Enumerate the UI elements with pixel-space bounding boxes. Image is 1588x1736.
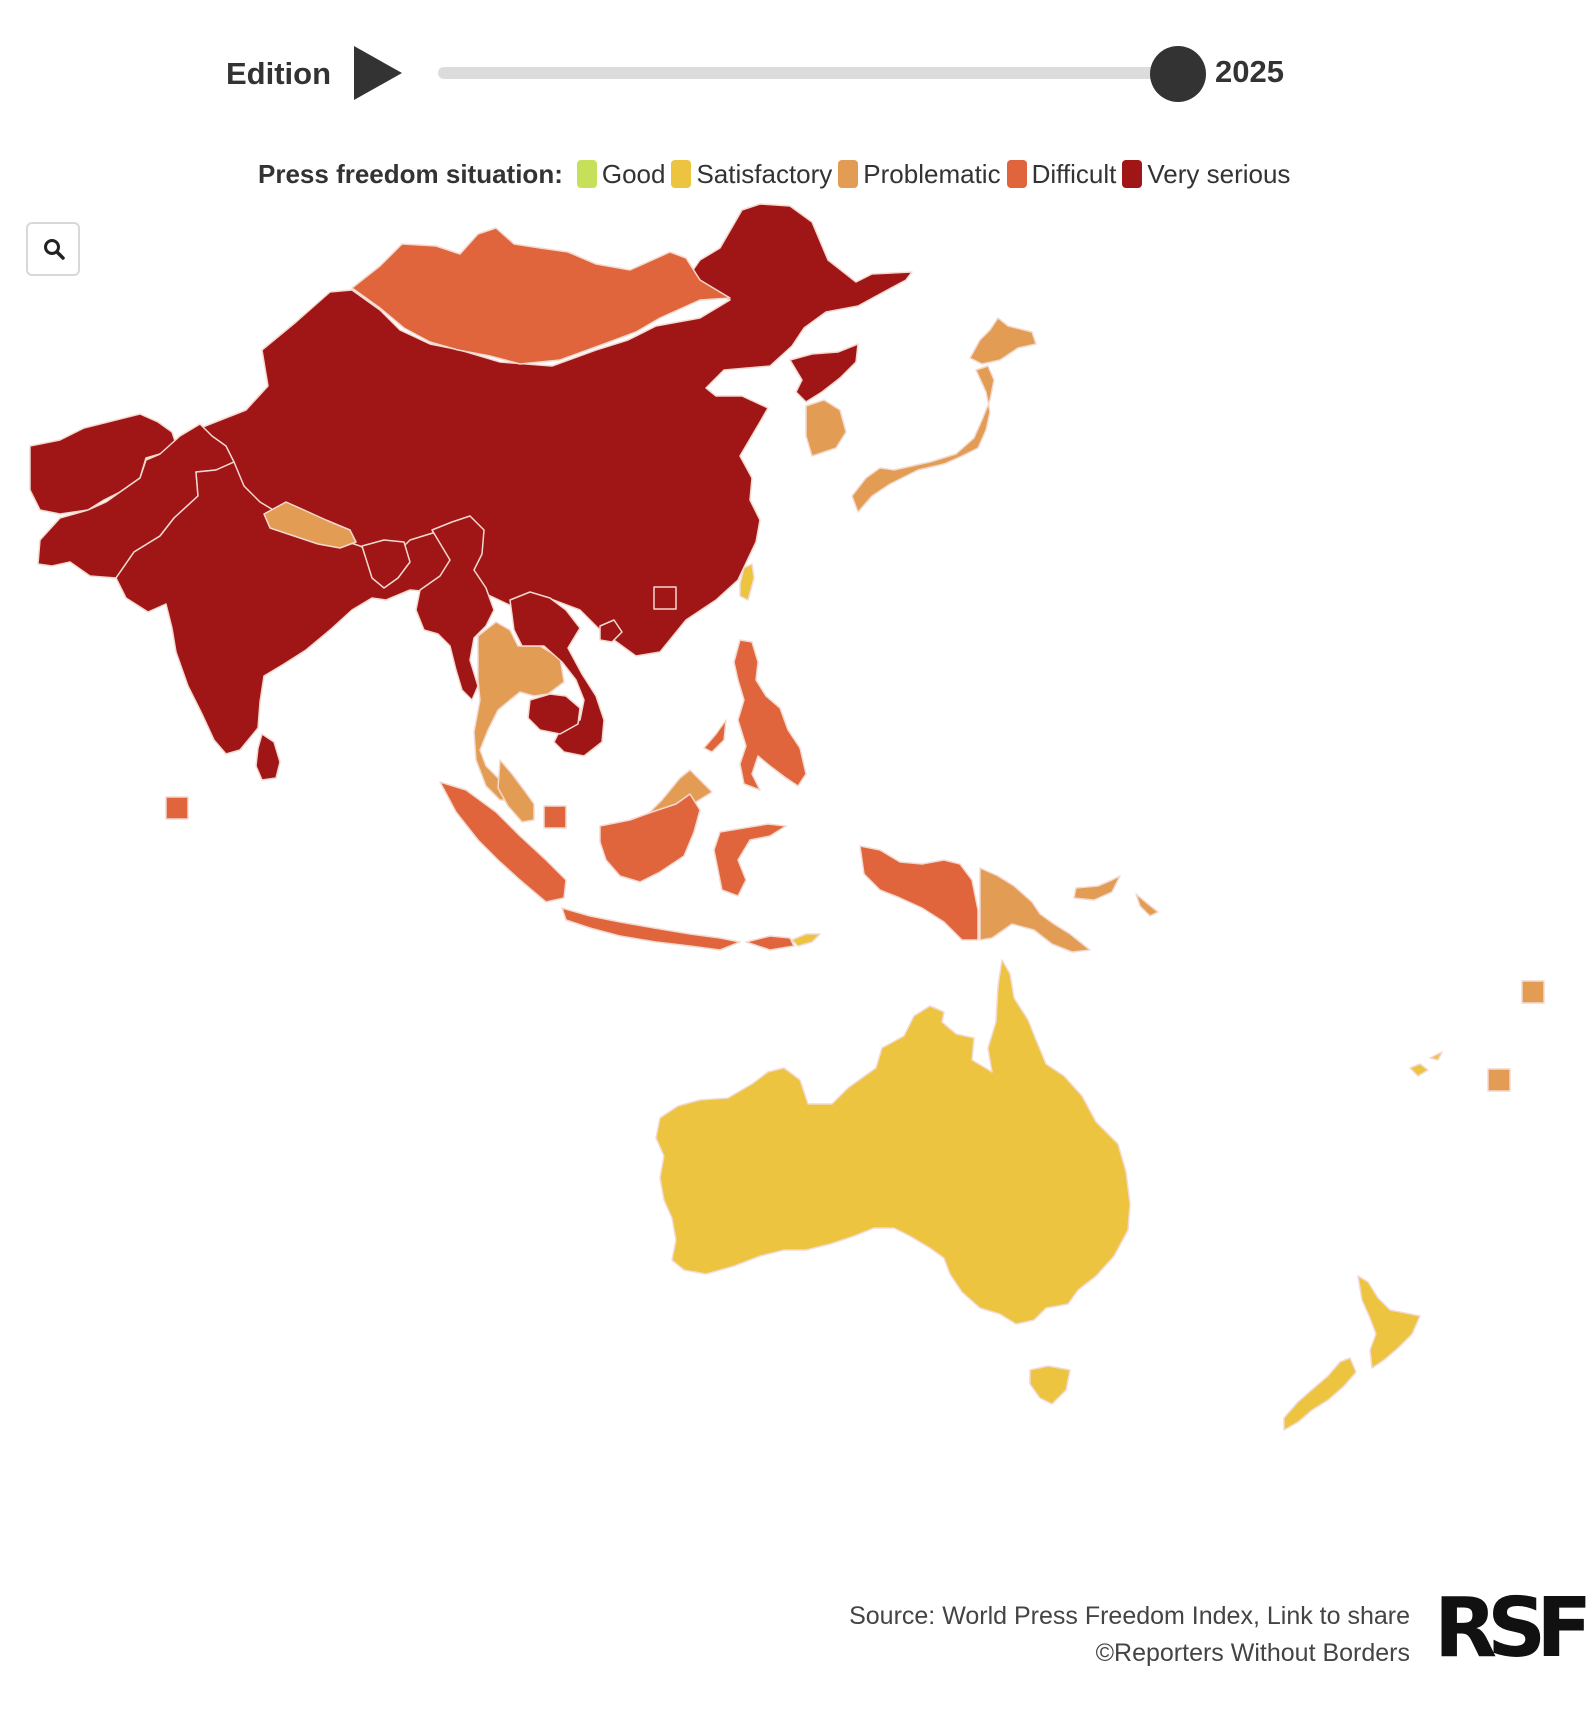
legend-swatch bbox=[576, 160, 597, 188]
legend-item-very-serious[interactable]: Very serious bbox=[1122, 159, 1290, 190]
legend-label: Satisfactory bbox=[696, 158, 833, 189]
country-indonesia[interactable] bbox=[439, 781, 979, 951]
legend-item-good[interactable]: Good bbox=[576, 158, 666, 190]
country-north-korea[interactable] bbox=[789, 343, 859, 403]
country-cambodia[interactable] bbox=[527, 693, 581, 735]
play-icon[interactable] bbox=[352, 44, 404, 102]
copyright-line: ©Reporters Without Borders bbox=[1095, 1639, 1410, 1667]
country-fiji[interactable] bbox=[1409, 1051, 1443, 1077]
legend-item-problematic[interactable]: Problematic bbox=[838, 158, 1001, 190]
country-timor-leste[interactable] bbox=[791, 933, 821, 947]
country-afghanistan[interactable] bbox=[29, 413, 177, 515]
island-hainan[interactable] bbox=[599, 619, 623, 643]
country-south-korea[interactable] bbox=[805, 399, 847, 457]
legend: Press freedom situation: Good Satisfacto… bbox=[258, 154, 1296, 194]
country-bangladesh[interactable] bbox=[361, 539, 411, 589]
legend-title: Press freedom situation: bbox=[258, 158, 563, 189]
edition-bar: Edition 2025 bbox=[0, 0, 1588, 140]
country-singapore[interactable] bbox=[543, 805, 567, 829]
country-vietnam[interactable] bbox=[509, 591, 605, 757]
edition-slider-track[interactable] bbox=[438, 67, 1178, 79]
legend-label: Difficult bbox=[1031, 158, 1117, 189]
edition-year: 2025 bbox=[1215, 54, 1284, 89]
legend-swatch bbox=[671, 160, 692, 188]
country-sri-lanka[interactable] bbox=[255, 733, 281, 781]
country-philippines[interactable] bbox=[703, 639, 807, 791]
legend-label: Good bbox=[601, 158, 666, 189]
edition-label: Edition bbox=[226, 56, 332, 91]
rsf-logo-text: RSF bbox=[1434, 1581, 1588, 1676]
country-taiwan[interactable] bbox=[739, 563, 755, 601]
legend-swatch bbox=[1006, 160, 1027, 188]
legend-swatch bbox=[838, 160, 859, 188]
edition-slider-thumb[interactable] bbox=[1150, 46, 1206, 102]
country-japan[interactable] bbox=[851, 317, 1037, 513]
country-new-zealand[interactable] bbox=[1283, 1275, 1421, 1431]
source-line[interactable]: Source: World Press Freedom Index, Link … bbox=[849, 1602, 1410, 1630]
legend-label: Very serious bbox=[1147, 158, 1291, 189]
legend-item-difficult[interactable]: Difficult bbox=[1006, 158, 1117, 190]
territory-hong-kong[interactable] bbox=[653, 586, 677, 610]
footer: Source: World Press Freedom Index, Link … bbox=[849, 1598, 1410, 1672]
search-icon bbox=[44, 239, 65, 260]
legend-swatch bbox=[1122, 160, 1143, 188]
country-australia[interactable] bbox=[655, 959, 1131, 1405]
zoom-search-button[interactable] bbox=[26, 222, 80, 276]
country-samoa[interactable] bbox=[1521, 980, 1545, 1004]
country-tonga[interactable] bbox=[1487, 1068, 1511, 1092]
legend-item-satisfactory[interactable]: Satisfactory bbox=[671, 159, 832, 190]
world-map[interactable] bbox=[0, 200, 1588, 1560]
country-thailand[interactable] bbox=[473, 621, 565, 801]
country-papua-new-guinea[interactable] bbox=[979, 867, 1159, 953]
country-mongolia[interactable] bbox=[351, 227, 731, 365]
rsf-logo: RSF bbox=[1434, 1588, 1588, 1670]
legend-label: Problematic bbox=[863, 158, 1001, 189]
country-maldives[interactable] bbox=[165, 796, 189, 820]
country-nepal[interactable] bbox=[263, 501, 357, 549]
